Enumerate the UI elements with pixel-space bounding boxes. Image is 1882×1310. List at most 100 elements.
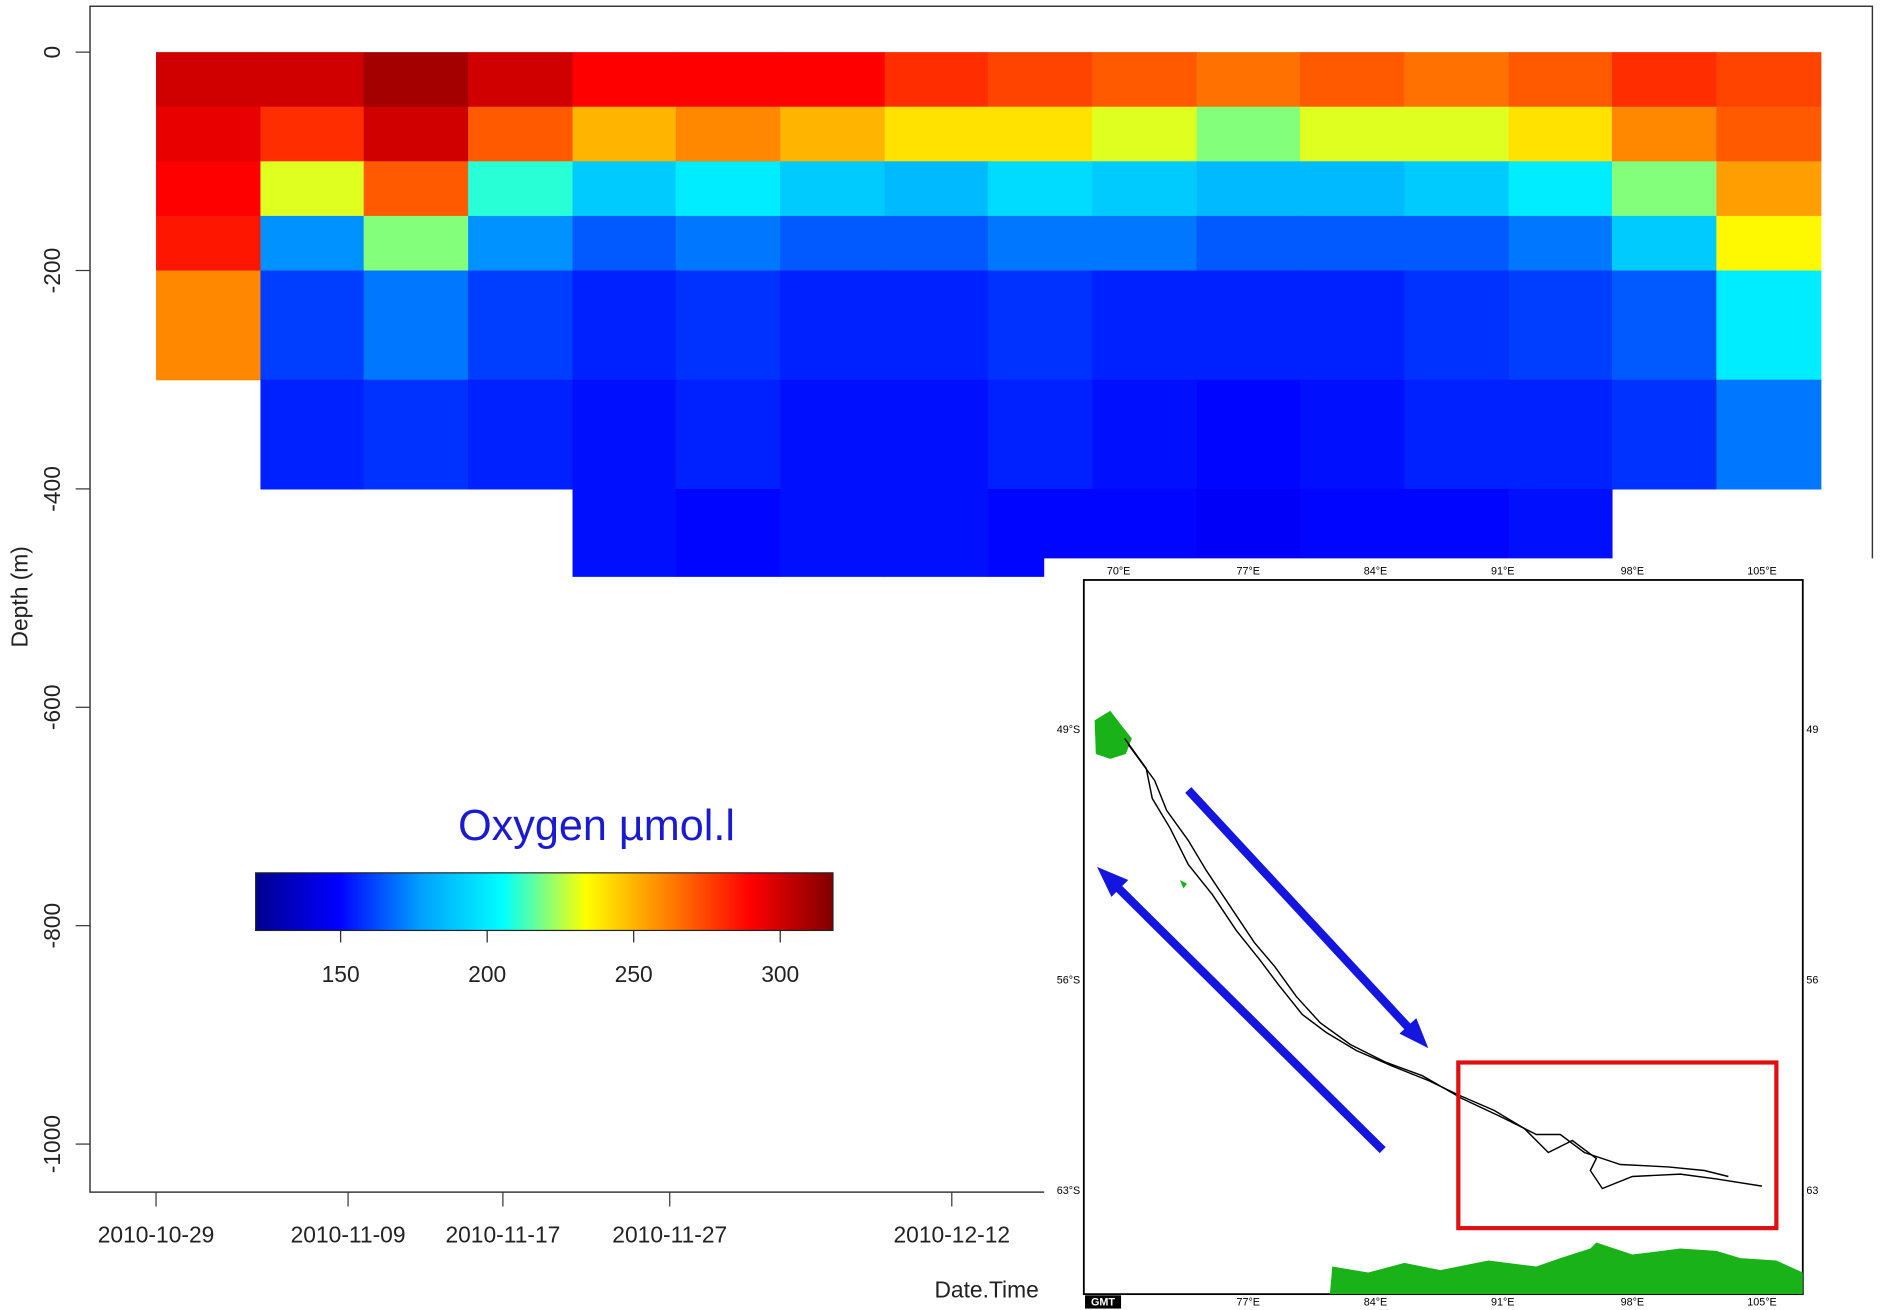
oxygen-cell [1716, 52, 1822, 108]
oxygen-cell [260, 215, 365, 272]
oxygen-cell [1404, 379, 1510, 490]
y-tick-label: -200 [39, 248, 65, 294]
oxygen-cell [363, 270, 469, 381]
oxygen-cell [260, 161, 365, 217]
oxygen-cell [572, 215, 677, 272]
lon-label: 105°E [1747, 1296, 1777, 1308]
lon-label: 84°E [1364, 565, 1388, 577]
lon-label: 91°E [1491, 1296, 1515, 1308]
oxygen-cell [987, 52, 1093, 108]
x-tick-label: 2010-11-17 [445, 1222, 560, 1248]
oxygen-cell [1404, 215, 1510, 272]
oxygen-cell [780, 106, 886, 162]
oxygen-cell [884, 106, 989, 162]
lon-label: 84°E [1364, 1296, 1388, 1308]
oxygen-cell [987, 270, 1093, 381]
colorbar-tick-label: 150 [322, 961, 360, 987]
oxygen-cell [884, 52, 989, 108]
lon-label: 105°E [1747, 565, 1777, 577]
oxygen-cell [1092, 379, 1198, 490]
oxygen-cell [1299, 106, 1405, 162]
oxygen-cell [987, 215, 1093, 272]
land-antarctica [1329, 1242, 1803, 1295]
lat-label: 63°S [1057, 1185, 1081, 1197]
oxygen-cell [260, 379, 365, 490]
oxygen-cell [1611, 161, 1717, 217]
oxygen-cell [1611, 379, 1717, 490]
land-islet [1179, 880, 1188, 889]
oxygen-cell [1404, 106, 1510, 162]
oxygen-cell [363, 52, 469, 108]
oxygen-cell [1299, 52, 1405, 108]
map-frame [1082, 579, 1804, 1296]
oxygen-cell [572, 488, 677, 577]
oxygen-cell [468, 379, 574, 490]
oxygen-cell [780, 488, 886, 577]
arrowhead [1097, 866, 1129, 897]
oxygen-cell [156, 215, 262, 272]
oxygen-cell [884, 488, 989, 577]
oxygen-cell [1508, 215, 1613, 272]
oxygen-cell [260, 270, 365, 381]
oxygen-cell [572, 52, 677, 108]
x-tick-label: 2010-10-29 [98, 1222, 215, 1248]
oxygen-cell [780, 215, 886, 272]
x-tick-label: 2010-12-12 [893, 1222, 1010, 1248]
inset-map: GMT 70°E 77°E 84°E 91°E 98°E 105°E 77°E 84°E 91°… [1044, 558, 1882, 1310]
oxygen-cell [675, 215, 781, 272]
oxygen-cell [1404, 161, 1510, 217]
y-tick-label: 0 [39, 46, 65, 59]
oxygen-cell [1299, 270, 1405, 381]
oxygen-cell [1404, 270, 1510, 381]
oxygen-cell [1092, 52, 1198, 108]
oxygen-cell [156, 52, 262, 108]
oxygen-cell [1299, 215, 1405, 272]
colorbar-tick-label: 200 [468, 961, 506, 987]
oxygen-cell [468, 270, 574, 381]
oxygen-cell [1404, 52, 1510, 108]
oxygen-cell [1196, 379, 1301, 490]
oxygen-cell [156, 270, 262, 381]
oxygen-cell [1716, 106, 1822, 162]
oxygen-cell [780, 161, 886, 217]
lon-label: 91°E [1491, 565, 1515, 577]
oxygen-cell [1196, 270, 1301, 381]
x-tick-label: 2010-11-09 [291, 1222, 406, 1248]
lon-label: 98°E [1621, 565, 1645, 577]
oxygen-cell [572, 161, 677, 217]
lat-label: 63 [1806, 1185, 1818, 1197]
oxygen-cell [363, 106, 469, 162]
oxygen-cell [675, 379, 781, 490]
oxygen-cell [1611, 270, 1717, 381]
land-kerguelen [1094, 710, 1132, 759]
oxygen-cell [1611, 106, 1717, 162]
oxygen-cell [1196, 52, 1301, 108]
oxygen-cell [675, 161, 781, 217]
lon-label: 77°E [1236, 1296, 1260, 1308]
oxygen-cell [1508, 270, 1613, 381]
colorbar-title: Oxygen µmol.l [458, 802, 735, 850]
oxygen-cell [1716, 161, 1822, 217]
oxygen-cell [156, 161, 262, 217]
oxygen-cell [1508, 106, 1613, 162]
oxygen-cell [1508, 52, 1613, 108]
y-tick-label: -1000 [39, 1115, 65, 1173]
oxygen-cell [1092, 106, 1198, 162]
ship-track [1127, 743, 1729, 1178]
x-axis-label: Date.Time [934, 1277, 1038, 1303]
oxygen-cell [987, 379, 1093, 490]
oxygen-cell [1299, 379, 1405, 490]
oxygen-cell [1299, 161, 1405, 217]
oxygen-cell [1716, 270, 1822, 381]
oxygen-cell [1611, 215, 1717, 272]
oxygen-cell [884, 379, 989, 490]
plot-area [156, 52, 1822, 577]
lat-label: 49 [1806, 724, 1818, 736]
oxygen-cell [1196, 161, 1301, 217]
oxygen-cell [780, 52, 886, 108]
lat-label: 56°S [1057, 975, 1081, 987]
lon-label: 70°E [1107, 565, 1131, 577]
y-tick-label: -800 [39, 903, 65, 949]
